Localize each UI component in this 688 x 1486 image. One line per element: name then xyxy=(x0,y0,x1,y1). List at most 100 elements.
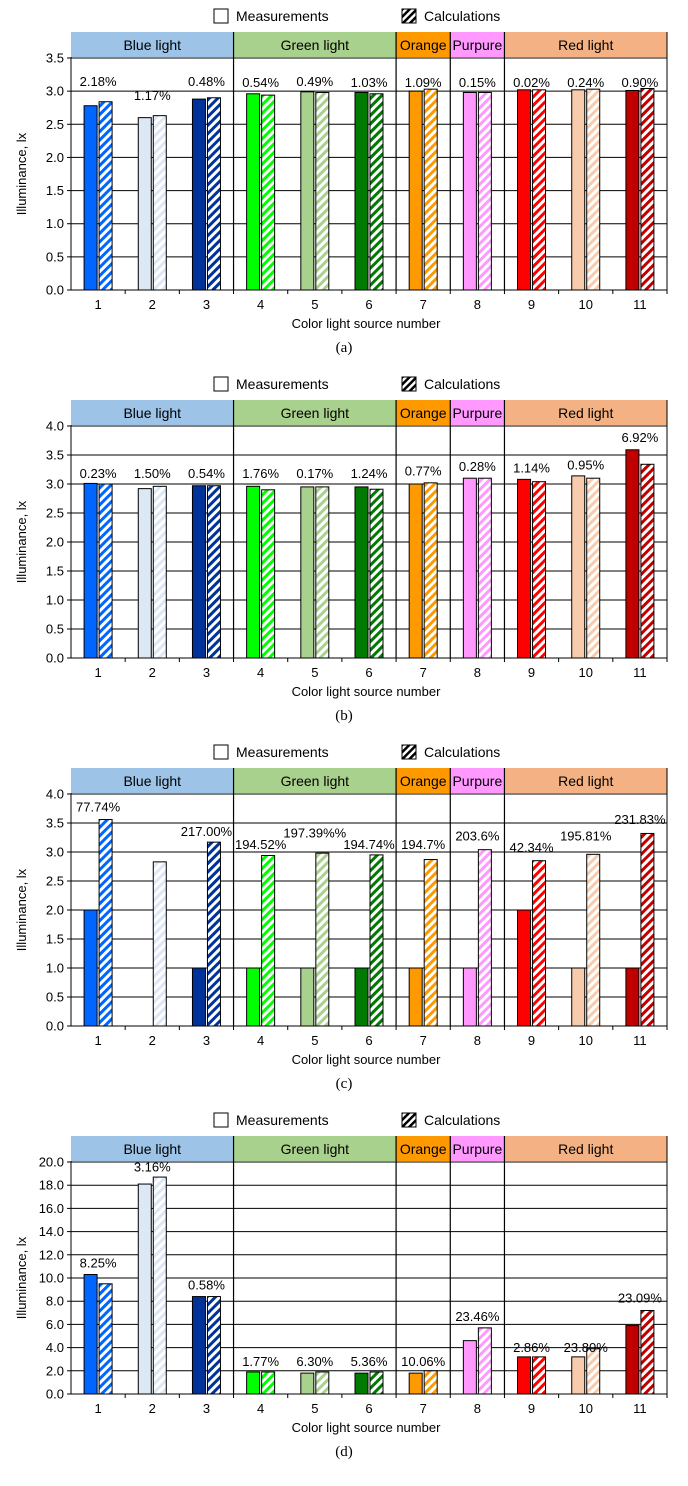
data-label-percent: 6.30% xyxy=(296,1354,333,1369)
x-tick-label: 8 xyxy=(474,1401,481,1416)
bar-calculations-1 xyxy=(98,101,113,291)
data-label-percent: 23.46% xyxy=(455,1309,500,1324)
bar-calculations-4 xyxy=(261,94,276,291)
group-label-4: Red light xyxy=(558,37,613,53)
x-tick-label: 10 xyxy=(578,1401,592,1416)
data-label-percent: 1.76% xyxy=(242,466,279,481)
group-label-2: Orange xyxy=(400,37,447,53)
data-label-percent: 0.58% xyxy=(188,1278,225,1293)
bar-measurements-3 xyxy=(191,967,206,1027)
legend-label-measurements: Measurements xyxy=(236,8,329,24)
y-tick-label: 1.5 xyxy=(46,183,64,198)
y-tick-label: 0.0 xyxy=(46,1019,64,1034)
bar-measurements-11 xyxy=(625,449,640,659)
legend-label-calculations: Calculations xyxy=(424,376,500,392)
y-tick-label: 14.0 xyxy=(39,1224,64,1239)
y-tick-label: 8.0 xyxy=(46,1294,64,1309)
x-tick-label: 4 xyxy=(257,1033,264,1048)
bar-measurements-10 xyxy=(571,475,586,659)
y-tick-label: 18.0 xyxy=(39,1178,64,1193)
x-axis-title: Color light source number xyxy=(292,1052,442,1067)
x-tick-label: 8 xyxy=(474,1033,481,1048)
x-tick-label: 7 xyxy=(420,1401,427,1416)
x-tick-label: 5 xyxy=(311,1033,318,1048)
bar-measurements-6 xyxy=(354,1372,369,1395)
bar-calculations-6 xyxy=(369,854,384,1027)
y-tick-label: 2.5 xyxy=(46,506,64,521)
group-label-0: Blue light xyxy=(123,773,181,789)
data-label-percent: 0.77% xyxy=(405,463,442,478)
group-band-4 xyxy=(504,32,667,57)
legend-swatch-calculations xyxy=(401,8,417,24)
bar-calculations-1 xyxy=(98,819,113,1027)
group-band-1 xyxy=(233,400,397,425)
bar-calculations-9 xyxy=(532,89,547,291)
data-label-percent: 203.6% xyxy=(455,828,500,843)
x-tick-label: 4 xyxy=(257,297,264,312)
legend-swatch-measurements xyxy=(213,376,229,392)
bar-calculations-8 xyxy=(477,1327,492,1395)
group-band-3 xyxy=(450,32,505,57)
y-tick-label: 12.0 xyxy=(39,1247,64,1262)
x-tick-label: 9 xyxy=(528,297,535,312)
group-band-2 xyxy=(396,768,451,793)
legend: Measurements Calculations xyxy=(213,376,500,392)
bar-measurements-11 xyxy=(625,89,640,291)
y-tick-label: 10.0 xyxy=(39,1271,64,1286)
bar-calculations-11 xyxy=(640,87,655,291)
data-label-percent: 1.77% xyxy=(242,1354,279,1369)
panel-caption: (b) xyxy=(335,708,353,724)
y-tick-label: 1.0 xyxy=(46,593,64,608)
x-tick-label: 2 xyxy=(149,665,156,680)
bar-measurements-2 xyxy=(137,488,152,659)
bar-measurements-1 xyxy=(83,482,98,659)
bar-calculations-3 xyxy=(206,1296,221,1395)
bar-calculations-8 xyxy=(477,477,492,659)
x-tick-label: 6 xyxy=(365,665,372,680)
y-tick-label: 3.5 xyxy=(46,51,64,66)
x-tick-label: 9 xyxy=(528,1033,535,1048)
bar-measurements-11 xyxy=(625,967,640,1027)
group-label-0: Blue light xyxy=(123,1141,181,1157)
x-tick-label: 7 xyxy=(420,1033,427,1048)
bar-calculations-11 xyxy=(640,463,655,659)
data-label-percent: 8.25% xyxy=(80,1256,117,1271)
data-label-percent: 3.16% xyxy=(134,1159,171,1174)
data-label-percent: 0.02% xyxy=(513,75,550,90)
bar-measurements-1 xyxy=(83,1274,98,1395)
y-tick-label: 2.0 xyxy=(46,150,64,165)
x-axis-title: Color light source number xyxy=(292,316,442,331)
data-label-percent: 23.80% xyxy=(564,1340,609,1355)
bar-calculations-2 xyxy=(152,485,167,659)
legend-swatch-calculations xyxy=(401,1112,417,1128)
data-label-percent: 1.17% xyxy=(134,88,171,103)
bar-measurements-7 xyxy=(408,483,423,659)
bar-measurements-10 xyxy=(571,967,586,1027)
data-label-percent: 0.95% xyxy=(567,458,604,473)
bar-measurements-8 xyxy=(462,1340,477,1395)
bar-calculations-7 xyxy=(423,1370,438,1395)
bar-calculations-3 xyxy=(206,97,221,291)
bar-calculations-1 xyxy=(98,1283,113,1395)
bar-calculations-4 xyxy=(261,489,276,659)
group-label-1: Green light xyxy=(281,773,350,789)
legend-label-calculations: Calculations xyxy=(424,1112,500,1128)
bar-calculations-2 xyxy=(152,115,167,291)
y-tick-label: 0.0 xyxy=(46,283,64,298)
y-tick-label: 20.0 xyxy=(39,1155,64,1170)
y-tick-label: 3.5 xyxy=(46,448,64,463)
bar-measurements-4 xyxy=(246,93,261,291)
data-label-percent: 194.52% xyxy=(235,837,287,852)
legend-swatch-measurements xyxy=(213,8,229,24)
x-tick-label: 3 xyxy=(203,1401,210,1416)
group-label-0: Blue light xyxy=(123,37,181,53)
x-tick-label: 6 xyxy=(365,1401,372,1416)
legend-label-measurements: Measurements xyxy=(236,376,329,392)
bar-calculations-10 xyxy=(586,88,601,291)
bar-calculations-10 xyxy=(586,1348,601,1395)
data-label-percent: 197.39%% xyxy=(283,826,346,841)
x-tick-label: 2 xyxy=(149,297,156,312)
bar-calculations-5 xyxy=(315,1371,330,1395)
bar-calculations-10 xyxy=(586,477,601,659)
data-label-percent: 195.81% xyxy=(560,828,612,843)
